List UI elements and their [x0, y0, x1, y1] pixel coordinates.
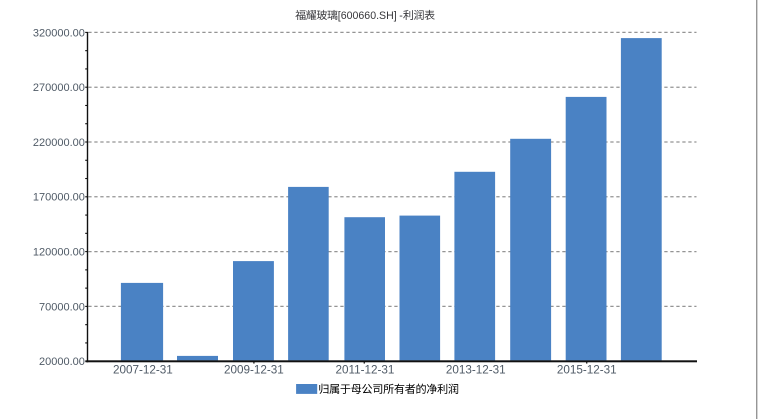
- svg-text:220000.00: 220000.00: [33, 137, 85, 149]
- svg-text:2007-12-31: 2007-12-31: [113, 363, 173, 376]
- svg-text:120000.00: 120000.00: [33, 247, 85, 259]
- svg-text:20000.00: 20000.00: [39, 356, 85, 368]
- svg-text:170000.00: 170000.00: [33, 192, 85, 204]
- svg-text:2009-12-31: 2009-12-31: [224, 363, 284, 376]
- svg-text:320000.00: 320000.00: [33, 27, 85, 39]
- svg-text:70000.00: 70000.00: [39, 301, 85, 313]
- svg-text:[600660.SH]: [600660.SH]: [338, 10, 397, 22]
- svg-text:-: -: [399, 10, 403, 22]
- svg-text:2015-12-31: 2015-12-31: [557, 363, 617, 376]
- svg-text:270000.00: 270000.00: [33, 82, 85, 94]
- svg-text:2013-12-31: 2013-12-31: [446, 363, 506, 376]
- svg-text:2011-12-31: 2011-12-31: [335, 363, 394, 376]
